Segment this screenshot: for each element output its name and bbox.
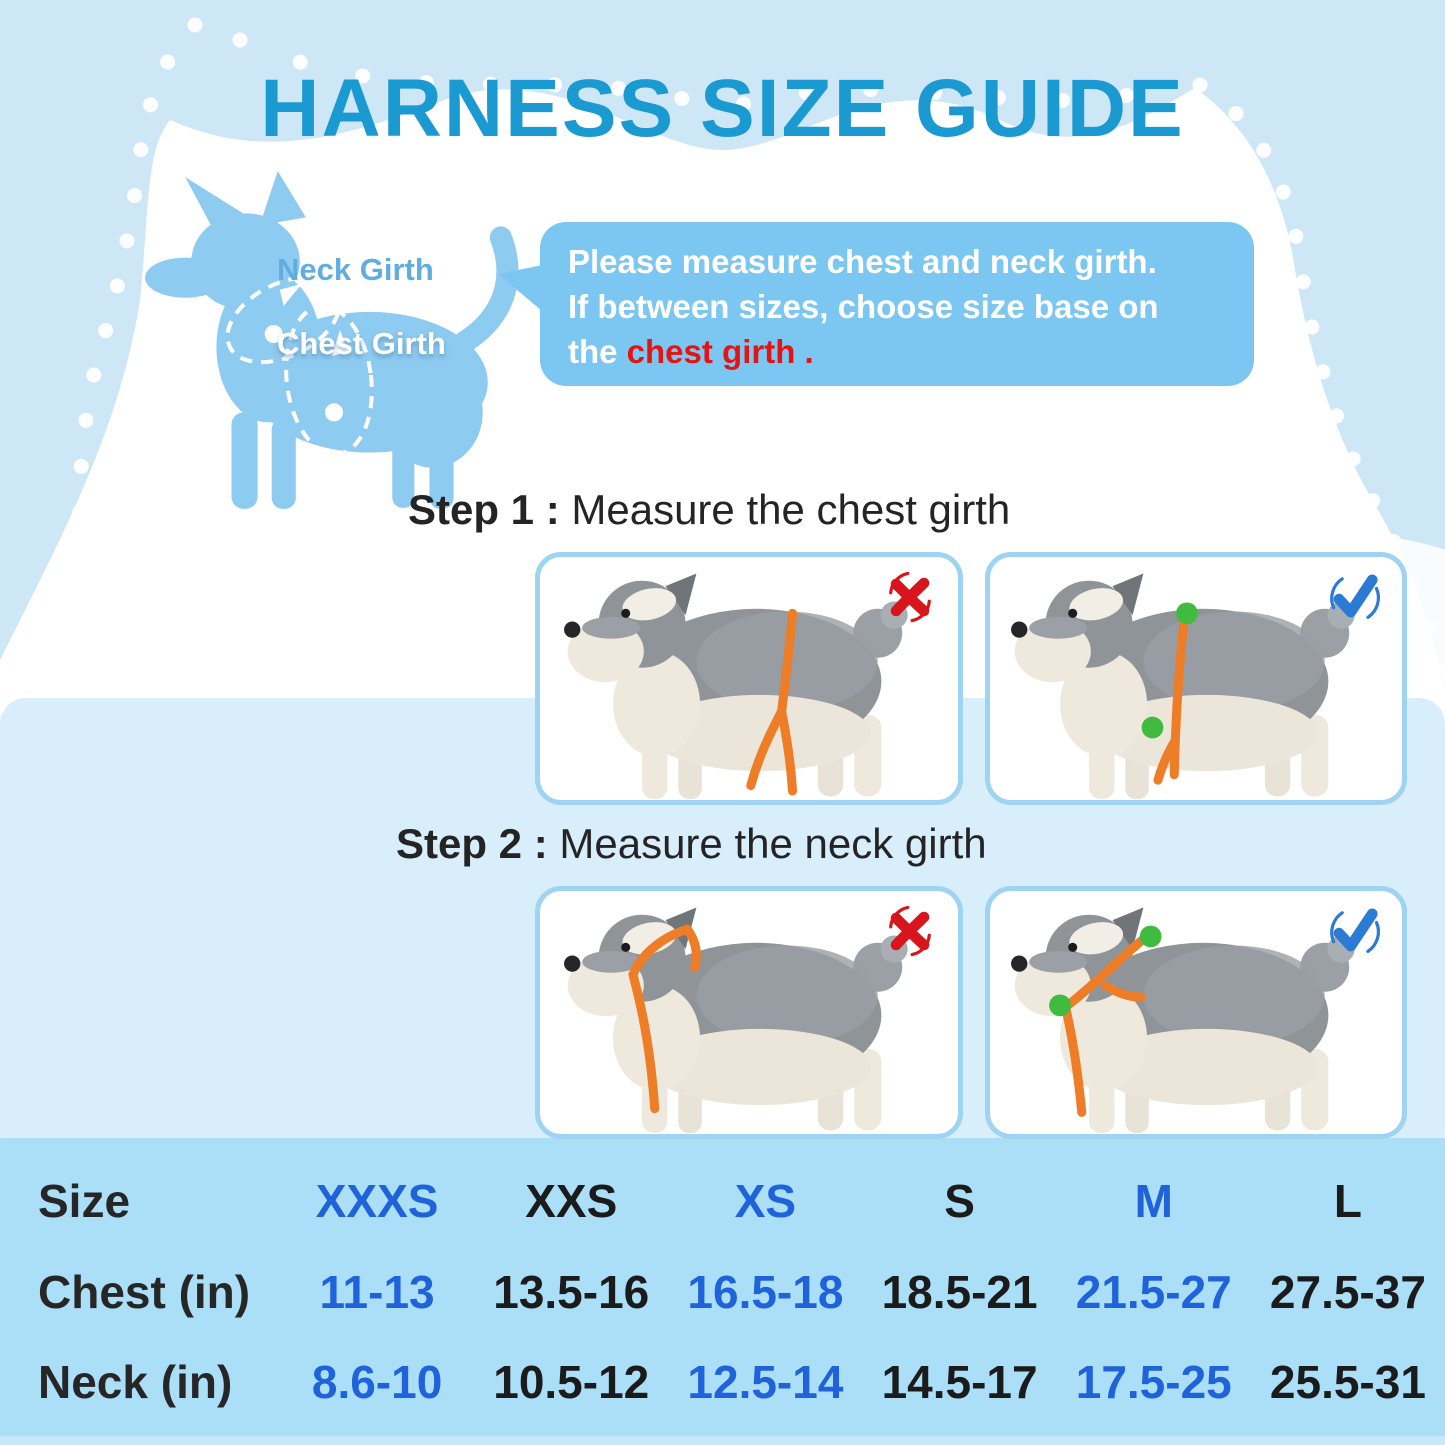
size-table: Size XXXS XXS XS S M L Chest (in) 11-13 …: [0, 1138, 1445, 1445]
x-mark-icon: [880, 567, 940, 627]
measuring-tape: [746, 609, 798, 796]
step-2-heading: Step 2 : Measure the neck girth: [396, 820, 987, 867]
table-cell: 11-13: [319, 1265, 435, 1318]
dog-photo-neck-wrong: [540, 902, 958, 1138]
table-cell: S: [944, 1175, 975, 1228]
table-cell: 14.5-17: [881, 1355, 1038, 1408]
table-row-neck: Neck (in) 8.6-10 10.5-12 12.5-14 14.5-17…: [0, 1355, 1445, 1409]
page-title: HARNESS SIZE GUIDE: [260, 63, 1185, 154]
table-cell: XS: [734, 1175, 797, 1228]
table-cell: 17.5-25: [1075, 1355, 1232, 1408]
table-row-chest: Chest (in) 11-13 13.5-16 16.5-18 18.5-21…: [0, 1265, 1445, 1319]
table-cell: L: [1333, 1175, 1362, 1228]
dog-photo-chest-wrong: [540, 568, 958, 804]
dog-photo-chest-correct: [990, 568, 1402, 804]
bubble-tail: [498, 264, 548, 316]
step1-correct-example-card: [985, 552, 1407, 805]
table-cell: 13.5-16: [493, 1265, 650, 1318]
step1-wrong-example-card: [535, 552, 963, 805]
note-line-1: Please measure chest and neck girth.: [568, 243, 1157, 280]
neck-girth-label: Neck Girth: [277, 252, 434, 287]
dog-photo-neck-correct: [990, 902, 1402, 1138]
note-line-2: If between sizes, choose size base on: [568, 287, 1159, 325]
measure-point-dots: [1141, 602, 1198, 739]
chest-girth-highlight: chest girth .: [626, 332, 814, 370]
dog-silhouette-icon: [145, 171, 519, 509]
measuring-tape: [628, 924, 701, 1114]
check-mark-icon: [1324, 567, 1384, 627]
note-line-3: the chest girth .: [568, 332, 814, 370]
table-cell: 8.6-10: [311, 1355, 443, 1408]
table-cell: XXS: [525, 1175, 618, 1228]
measure-point-dots: [1049, 925, 1162, 1017]
table-cell: 25.5-31: [1269, 1355, 1426, 1408]
table-cell: M: [1134, 1175, 1173, 1228]
check-mark-icon: [1324, 901, 1384, 961]
measurement-diagram: Neck Girth Chest Girth: [133, 168, 535, 516]
girth-arrows: [264, 283, 349, 422]
measuring-tape: [1153, 607, 1190, 785]
row-label: Neck (in): [38, 1355, 233, 1408]
x-mark-icon: [880, 901, 940, 961]
table-cell: 18.5-21: [881, 1265, 1038, 1318]
measurement-note-bubble: Please measure chest and neck girth. If …: [498, 222, 1254, 386]
step2-wrong-example-card: [535, 886, 963, 1139]
table-cell: 16.5-18: [687, 1265, 844, 1318]
table-row-size: Size XXXS XXS XS S M L: [0, 1174, 1445, 1228]
chest-girth-label: Chest Girth: [277, 326, 446, 361]
row-label: Chest (in): [38, 1265, 251, 1318]
table-cell: 10.5-12: [493, 1355, 650, 1408]
table-cell: 21.5-27: [1075, 1265, 1232, 1318]
measuring-tape: [1060, 930, 1154, 1118]
step2-correct-example-card: [985, 886, 1407, 1139]
step-1-heading: Step 1 : Measure the chest girth: [408, 486, 1011, 533]
row-label: Size: [38, 1175, 131, 1228]
table-cell: XXXS: [315, 1175, 439, 1228]
girth-dashed-ellipses: [225, 275, 374, 457]
table-cell: 12.5-14: [687, 1355, 844, 1408]
table-cell: 27.5-37: [1269, 1265, 1426, 1318]
